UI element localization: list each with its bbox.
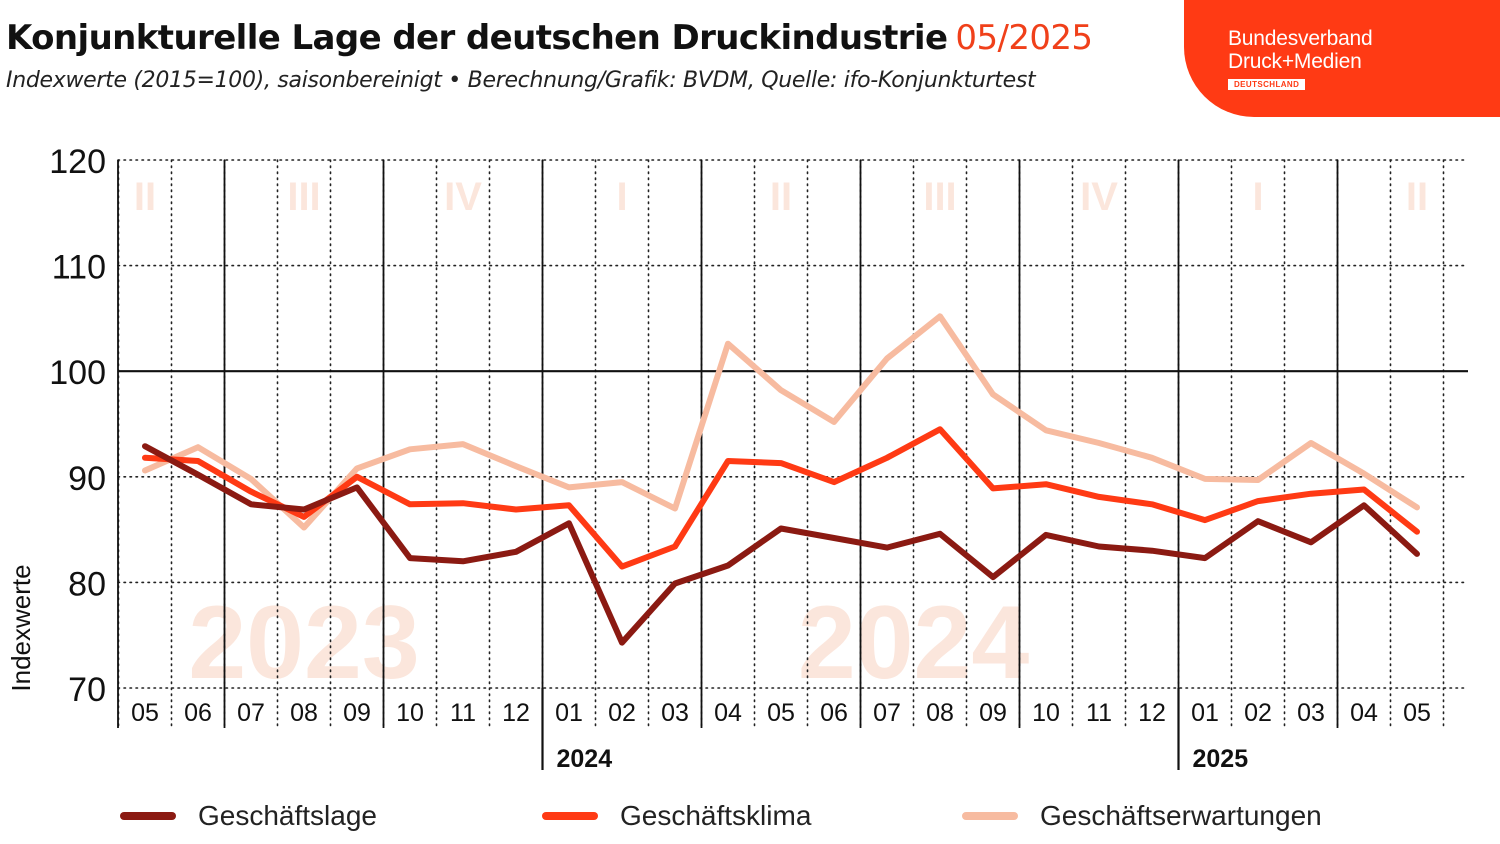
quarter-label: II	[134, 175, 156, 219]
y-tick-label: 80	[68, 565, 106, 603]
x-tick-label: 08	[290, 699, 318, 727]
chart-title-date: 05/2025	[955, 18, 1093, 58]
x-tick-label: 10	[396, 699, 424, 727]
legend-item-geschaeftsklima: Geschäftsklima	[542, 800, 811, 832]
bvdm-logo: Bundesverband Druck+Medien DEUTSCHLAND	[1184, 0, 1500, 117]
x-tick-label: 09	[979, 699, 1007, 727]
x-tick-label: 07	[873, 699, 901, 727]
legend-swatch-geschaeftslage	[120, 812, 176, 820]
year-label: 2024	[557, 745, 613, 773]
x-tick-label: 07	[237, 699, 265, 727]
chart-title-text: Konjunkturelle Lage der deutschen Drucki…	[6, 18, 948, 58]
x-tick-label: 01	[555, 699, 583, 727]
quarter-label: IV	[1080, 175, 1118, 219]
quarter-labels: II III IV I II III IV I II	[134, 175, 1428, 219]
chart-title: Konjunkturelle Lage der deutschen Drucki…	[6, 18, 1093, 58]
legend-label-geschaeftslage: Geschäftslage	[198, 800, 377, 831]
x-tick-label: 12	[502, 699, 530, 727]
legend-label-geschaeftsklima: Geschäftsklima	[620, 800, 812, 831]
x-tick-label: 01	[1191, 699, 1219, 727]
chart-subtitle: Indexwerte (2015=100), saisonbereinigt •…	[6, 68, 1036, 93]
series-line-geschaeftsklima	[142, 426, 1420, 570]
year-watermark: 2023	[188, 585, 419, 701]
x-tick-label: 11	[1086, 699, 1112, 727]
x-tick-label: 06	[820, 699, 848, 727]
x-tick-label: 04	[1350, 699, 1378, 727]
logo-line-2: Druck+Medien	[1228, 50, 1362, 73]
x-tick-label: 08	[926, 699, 954, 727]
x-tick-label: 03	[661, 699, 689, 727]
quarter-label: III	[923, 175, 956, 219]
quarter-label: II	[770, 175, 792, 219]
x-tick-label: 04	[714, 699, 742, 727]
logo-line-3: DEUTSCHLAND	[1228, 79, 1306, 90]
series-line-geschaeftserwartungen	[142, 313, 1420, 531]
x-tick-label: 05	[767, 699, 795, 727]
axes	[117, 160, 1468, 770]
quarter-label: I	[616, 175, 627, 219]
y-tick-label: 120	[49, 143, 106, 181]
legend-item-geschaeftslage: Geschäftslage	[120, 800, 377, 832]
legend: Geschäftslage Geschäftsklima Geschäftser…	[0, 800, 1500, 840]
y-axis-title: Indexwerte	[6, 564, 36, 691]
y-tick-label: 70	[68, 671, 106, 709]
x-tick-label: 05	[131, 699, 159, 727]
quarter-label: II	[1406, 175, 1428, 219]
legend-label-geschaeftserwartungen: Geschäftserwartungen	[1040, 800, 1322, 831]
x-tick-label: 12	[1138, 699, 1166, 727]
y-tick-label: 100	[49, 354, 106, 392]
x-tick-label: 09	[343, 699, 371, 727]
quarter-label: III	[287, 175, 320, 219]
x-tick-label: 05	[1403, 699, 1431, 727]
x-tick-label: 10	[1032, 699, 1060, 727]
x-tick-label: 06	[184, 699, 212, 727]
y-tick-label: 90	[68, 460, 106, 498]
series-lines	[142, 313, 1420, 646]
quarter-label: I	[1252, 175, 1263, 219]
x-tick-label: 02	[1244, 699, 1272, 727]
x-tick-label: 11	[450, 699, 476, 727]
logo-line-1: Bundesverband	[1228, 27, 1373, 50]
line-chart: 2023 2024 II III IV I II III IV I II 708090100110…	[6, 143, 1469, 773]
legend-item-geschaeftserwartungen: Geschäftserwartungen	[962, 800, 1322, 832]
y-tick-label: 110	[52, 249, 106, 287]
series-line-geschaeftslage	[142, 443, 1420, 646]
year-watermarks: 2023 2024	[188, 585, 1029, 701]
legend-swatch-geschaeftserwartungen	[962, 812, 1018, 820]
x-tick-label: 02	[608, 699, 636, 727]
quarter-label: IV	[444, 175, 482, 219]
axis-labels: 70 80 90 100 110 120 Indexwerte 05 06 07 08 09 10 11 1…	[6, 143, 1431, 773]
x-tick-label: 03	[1297, 699, 1325, 727]
legend-swatch-geschaeftsklima	[542, 812, 598, 820]
year-label: 2025	[1193, 745, 1249, 773]
